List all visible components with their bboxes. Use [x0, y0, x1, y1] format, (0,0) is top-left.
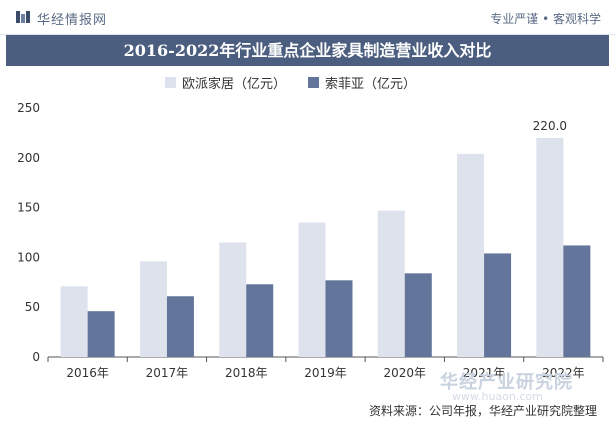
watermark: 华经产业研究院 [440, 372, 573, 393]
bar-series-1 [404, 273, 432, 357]
x-tick-label: 2021年 [463, 366, 506, 380]
y-tick-label: 0 [32, 350, 40, 364]
y-tick-label: 150 [17, 201, 40, 215]
source-note: 资料来源：公司年报，华经产业研究院整理 [368, 404, 597, 418]
watermark-url: www.huaon.com [452, 390, 543, 403]
legend-label-series-0: 欧派家居（亿元） [182, 77, 287, 92]
data-label: 220.0 [533, 119, 567, 133]
y-tick-label: 100 [17, 250, 40, 264]
chart-legend: 欧派家居（亿元） 索菲亚（亿元） [165, 73, 416, 92]
brand-name: 华经情报网 [37, 13, 108, 28]
y-tick-label: 200 [17, 151, 40, 165]
chart-title: 2016-2022年行业重点企业家具制造营业收入对比 [123, 41, 492, 60]
bar-series-0 [139, 261, 167, 357]
bar-series-0 [298, 222, 326, 357]
bar-series-0 [377, 210, 405, 357]
bar-series-1 [246, 284, 274, 357]
x-tick-label: 2017年 [146, 366, 189, 380]
y-tick-label: 50 [25, 300, 40, 314]
x-tick-label: 2019年 [304, 366, 347, 380]
legend-item-series-0: 欧派家居（亿元） [165, 73, 286, 92]
x-tick-label: 2016年 [66, 366, 109, 380]
legend-swatch-series-1 [308, 77, 320, 88]
logo-icon [16, 11, 30, 23]
bar-series-1 [484, 253, 512, 357]
legend-swatch-series-0 [165, 77, 176, 88]
bar-series-0 [60, 286, 88, 357]
legend-item-series-1: 索菲亚（亿元） [308, 73, 416, 92]
y-tick-label: 250 [17, 101, 40, 115]
top-bar: 华经情报网 专业严谨 • 客观科学 [0, 0, 615, 35]
x-tick-label: 2022年 [542, 366, 585, 380]
bar-series-1 [87, 311, 115, 357]
bar-series-1 [325, 280, 353, 357]
x-tick-label: 2020年 [384, 366, 427, 380]
bar-series-0 [219, 242, 247, 357]
title-bar: 2016-2022年行业重点企业家具制造营业收入对比 [6, 35, 609, 66]
legend-label-series-1: 索菲亚（亿元） [325, 77, 417, 92]
bar-series-1 [563, 245, 591, 357]
bar-series-1 [166, 296, 194, 357]
slogan: 专业严谨 • 客观科学 [490, 12, 601, 26]
x-tick-label: 2018年 [225, 366, 268, 380]
bar-series-0 [536, 137, 564, 357]
bar-series-0 [457, 153, 485, 357]
